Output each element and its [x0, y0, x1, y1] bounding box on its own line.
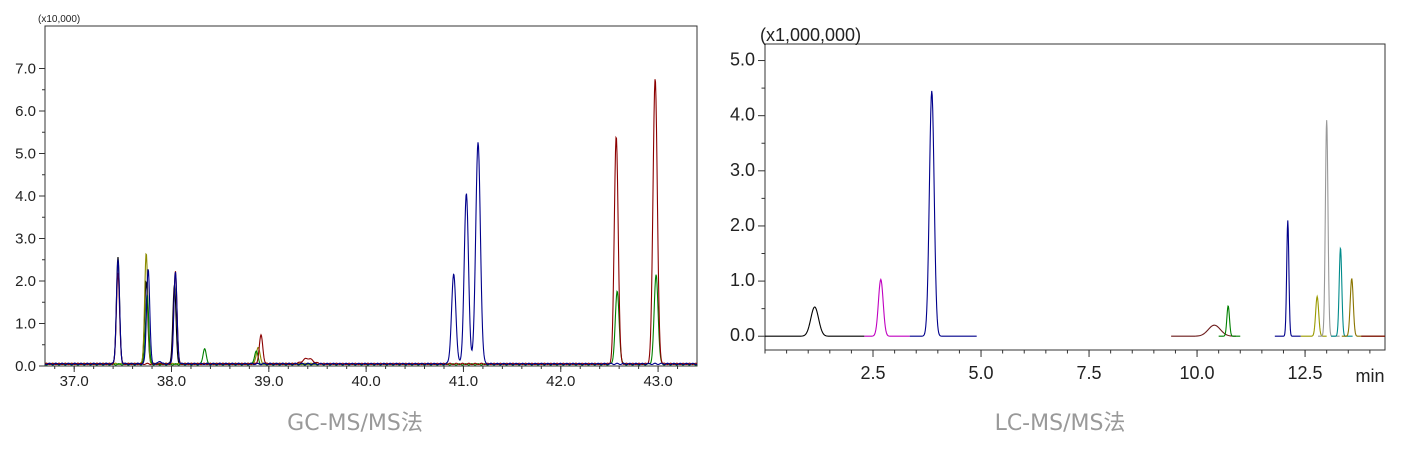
lc-y-axis: 0.0 1.0 2.0 3.0 4.0 5.0: [730, 50, 765, 345]
y-tick-label: 4.0: [15, 188, 36, 205]
chromatogram-trace: [1218, 305, 1241, 337]
gc-y-axis: 0.0 1.0 2.0 3.0 4.0 5.0 6.0 7.0: [15, 61, 45, 375]
lc-x-axis: 2.5 5.0 7.5 10.0 12.5: [764, 350, 1371, 383]
y-tick-label: 2.0: [730, 215, 755, 235]
y-tick-label: 5.0: [15, 146, 36, 163]
y-tick-label: 0.0: [730, 325, 755, 345]
x-tick-label: 41.0: [449, 373, 478, 390]
x-tick-label: 39.0: [254, 373, 283, 390]
chromatogram-trace: [1330, 246, 1353, 337]
lc-caption: LC-MS/MS法: [995, 411, 1126, 436]
x-tick-label: 2.5: [860, 363, 885, 383]
gc-traces: [44, 79, 698, 366]
chromatogram-trace: [1274, 220, 1301, 337]
y-tick-label: 2.0: [15, 273, 36, 290]
lc-x-axis-unit: min: [1355, 366, 1384, 386]
x-tick-label: 43.0: [643, 373, 672, 390]
y-tick-label: 1.0: [15, 316, 36, 333]
chromatogram-trace: [1318, 120, 1340, 337]
x-tick-label: 10.0: [1180, 363, 1215, 383]
gc-caption: GC-MS/MS法: [287, 411, 423, 436]
chromatogram-trace: [44, 257, 318, 366]
gc-y-multiplier: (x10,000): [38, 14, 80, 25]
lc-y-multiplier: (x1,000,000): [760, 25, 861, 45]
chromatogram-trace: [44, 142, 698, 366]
lc-traces: [765, 90, 1385, 337]
chromatogram-trace: [864, 277, 910, 337]
x-tick-label: 42.0: [546, 373, 575, 390]
chromatogram-trace: [44, 79, 698, 366]
chromatogram-trace: [909, 90, 977, 337]
y-tick-label: 1.0: [730, 270, 755, 290]
x-tick-label: 12.5: [1288, 363, 1323, 383]
y-tick-label: 4.0: [730, 105, 755, 125]
chromatogram-trace: [1341, 278, 1385, 337]
y-tick-label: 0.0: [15, 358, 36, 375]
lc-ms-chart: (x1,000,000) 0.0 1.0 2.0 3.0 4.0 5.0 2.5 5.0 7.…: [730, 25, 1386, 436]
gc-plot-frame: [44, 25, 698, 367]
y-tick-label: 5.0: [730, 50, 755, 70]
y-tick-label: 3.0: [15, 231, 36, 248]
x-tick-label: 7.5: [1077, 363, 1102, 383]
x-tick-label: 38.0: [157, 373, 186, 390]
gc-x-axis: 37.0 38.0 39.0 40.0 41.0 42.0 43.0: [54, 366, 679, 390]
y-tick-label: 6.0: [15, 103, 36, 120]
chromatogram-trace: [765, 306, 865, 337]
lc-plot-frame: [764, 43, 1386, 351]
x-tick-label: 5.0: [969, 363, 994, 383]
chromatogram-trace: [44, 252, 318, 366]
gc-ms-chart: (x10,000) 0.01.02.03.04.05.06.07.0 37.0 3…: [15, 14, 698, 436]
y-tick-label: 3.0: [730, 160, 755, 180]
y-tick-label: 7.0: [15, 61, 36, 78]
x-tick-label: 40.0: [352, 373, 381, 390]
x-tick-label: 37.0: [60, 373, 89, 390]
